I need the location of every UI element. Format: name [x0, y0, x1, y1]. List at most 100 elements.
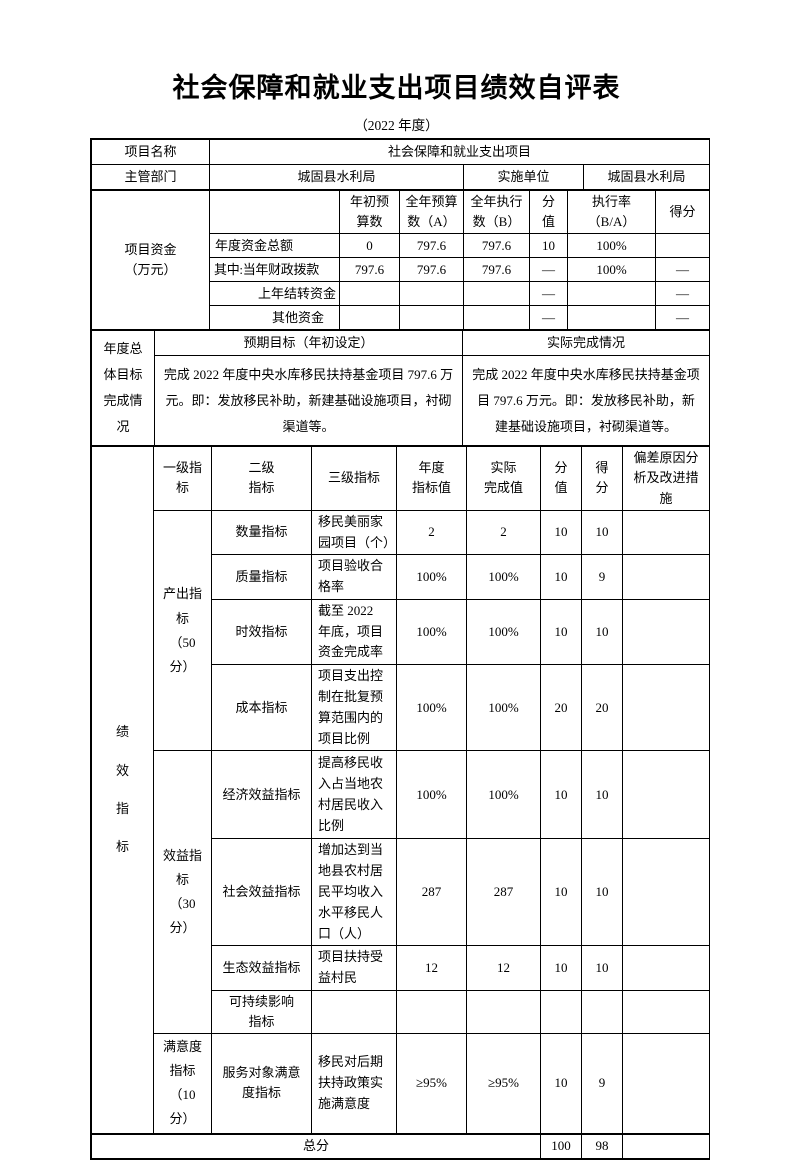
indicator-actual-cell: 2 — [466, 509, 541, 556]
indicator-actual-cell: 100% — [466, 750, 541, 840]
indicator-score-cell: 10 — [581, 945, 623, 992]
fund-cell-score — [655, 233, 710, 259]
table-row: 项目名称 社会保障和就业支出项目 — [91, 139, 711, 165]
annual-goal-section-label-cell: 年度总体目标完成情况 — [91, 330, 155, 447]
indicator-level2-cell: 生态效益指标 — [211, 945, 312, 992]
indicators-section-label-cell: 绩效指标 — [91, 446, 154, 1134]
funds-empty-header-cell — [209, 189, 340, 235]
fund-cell-executed — [463, 305, 530, 331]
fund-cell-executed: 797.6 — [463, 233, 530, 259]
actual-result-header-cell: 实际完成情况 — [462, 330, 710, 357]
group-label-satisfaction: 满意度 指标 （10 分） — [153, 1033, 212, 1134]
total-label-cell: 总分 — [91, 1133, 541, 1159]
indicator-level2-cell: 经济效益指标 — [211, 750, 312, 840]
header-actual: 实际 完成值 — [466, 446, 541, 511]
indicator-points-cell: 10 — [540, 1033, 582, 1134]
fund-cell-rate — [567, 305, 656, 331]
indicator-points-cell: 10 — [540, 945, 582, 992]
fund-cell-initial — [339, 281, 400, 307]
table-row: 满意度 指标 （10 分） 服务对象满意 度指标 移民对后期 扶持政策实 施满意… — [92, 1033, 710, 1134]
indicator-level2-cell: 可持续影响 指标 — [211, 990, 312, 1035]
fund-cell-initial: 797.6 — [339, 257, 400, 283]
table-row: 生态效益指标 项目扶持受 益村民 12 12 10 10 — [92, 945, 710, 992]
indicator-score-cell: 20 — [581, 664, 623, 752]
funds-header-budget: 全年预算 数（A） — [399, 189, 464, 235]
indicator-level3-cell: 提高移民收 入占当地农 村居民收入 比例 — [311, 750, 397, 840]
indicator-level2-cell: 服务对象满意 度指标 — [211, 1033, 312, 1134]
indicator-level3-cell: 截至 2022 年底，项目 资金完成率 — [311, 598, 397, 666]
indicator-level3-cell: 增加达到当 地县农村居 民平均收入 水平移民人 口（人） — [311, 838, 397, 947]
indicator-points-cell: 10 — [540, 509, 582, 556]
table-row: 总分 100 98 — [91, 1133, 710, 1159]
impl-unit-value-cell: 城固县水利局 — [582, 164, 711, 190]
fund-cell-initial — [339, 305, 400, 331]
document-title: 社会保障和就业支出项目绩效自评表 — [172, 73, 621, 103]
indicator-score-cell — [581, 990, 623, 1035]
fund-cell-initial: 0 — [339, 233, 400, 259]
total-points-cell: 100 — [540, 1133, 582, 1159]
indicator-deviation-cell — [622, 509, 710, 556]
evaluation-table: 项目名称 社会保障和就业支出项目 主管部门 城固县水利局 实施单位 城固县水利局… — [90, 138, 711, 1160]
indicator-level2-cell: 成本指标 — [211, 664, 312, 752]
actual-result-text-cell: 完成 2022 年度中央水库移民扶持基金项目 797.6 万元。即：发放移民补助… — [462, 355, 710, 447]
indicator-actual-cell: 287 — [466, 838, 541, 947]
indicator-level2-cell: 数量指标 — [211, 509, 312, 556]
indicator-deviation-cell — [622, 1033, 710, 1134]
indicator-target-cell: 100% — [396, 664, 467, 752]
dept-value-cell: 城固县水利局 — [209, 164, 464, 190]
total-score-cell: 98 — [581, 1133, 623, 1159]
indicators-table: 绩效指标 一级指 标 二级 指标 三级指标 年度 指标值 实际 完成值 分 值 … — [91, 446, 710, 1134]
indicator-points-cell: 10 — [540, 838, 582, 947]
fund-cell-executed: 797.6 — [463, 257, 530, 283]
indicator-deviation-cell — [622, 664, 710, 752]
fund-cell-points: — — [529, 257, 568, 283]
table-row: 成本指标 项目支出控 制在批复预 算范围内的 项目比例 100% 100% 20… — [92, 664, 710, 752]
indicator-score-cell: 10 — [581, 838, 623, 947]
fund-cell-points: — — [529, 281, 568, 307]
document-subtitle: （2022 年度） — [354, 118, 439, 133]
impl-unit-label-cell: 实施单位 — [463, 164, 584, 190]
header-target: 年度 指标值 — [396, 446, 467, 511]
indicator-points-cell: 10 — [540, 750, 582, 840]
header-score: 得 分 — [581, 446, 623, 511]
group-label-benefit: 效益指 标 （30 分） — [153, 750, 212, 1035]
indicator-target-cell: 287 — [396, 838, 467, 947]
table-row: 年度资金总额 0 797.6 797.6 10 100% — [92, 233, 710, 259]
indicator-points-cell: 10 — [540, 598, 582, 666]
indicator-actual-cell: 100% — [466, 664, 541, 752]
table-row: 质量指标 项目验收合 格率 100% 100% 10 9 — [92, 554, 710, 600]
basic-info-table: 项目名称 社会保障和就业支出项目 主管部门 城固县水利局 实施单位 城固县水利局 — [91, 139, 711, 190]
indicator-target-cell: 2 — [396, 509, 467, 556]
fund-row-label: 其他资金 — [209, 305, 340, 331]
table-row: 其他资金 — — — [92, 305, 710, 331]
indicator-deviation-cell — [622, 990, 710, 1035]
funds-header-executed: 全年执行 数（B） — [463, 189, 530, 235]
indicator-actual-cell: 100% — [466, 554, 541, 600]
table-row: 主管部门 城固县水利局 实施单位 城固县水利局 — [91, 164, 711, 190]
table-row: 社会效益指标 增加达到当 地县农村居 民平均收入 水平移民人 口（人） 287 … — [92, 838, 710, 947]
table-row: 年度总体目标完成情况 预期目标（年初设定） 实际完成情况 — [91, 330, 710, 447]
indicator-points-cell — [540, 990, 582, 1035]
fund-cell-executed — [463, 281, 530, 307]
indicator-target-cell: 12 — [396, 945, 467, 992]
indicator-score-cell: 10 — [581, 598, 623, 666]
fund-cell-rate: 100% — [567, 257, 656, 283]
indicator-level3-cell: 项目扶持受 益村民 — [311, 945, 397, 992]
indicator-level3-cell: 项目支出控 制在批复预 算范围内的 项目比例 — [311, 664, 397, 752]
indicator-score-cell: 9 — [581, 554, 623, 600]
table-row: 上年结转资金 — — — [92, 281, 710, 307]
group-label-output: 产出指 标 （50 分） — [153, 509, 212, 752]
fund-row-label: 其中:当年财政拨款 — [209, 257, 340, 283]
indicator-deviation-cell — [622, 945, 710, 992]
funds-table: 项目资金 （万元） 年初预 算数 全年预算 数（A） 全年执行 数（B） 分 值… — [91, 189, 710, 331]
indicator-points-cell: 20 — [540, 664, 582, 752]
indicator-score-cell: 10 — [581, 509, 623, 556]
table-row: 效益指 标 （30 分） 经济效益指标 提高移民收 入占当地农 村居民收入 比例… — [92, 750, 710, 1035]
funds-header-score: 得分 — [655, 189, 710, 235]
indicator-level3-cell: 移民对后期 扶持政策实 施满意度 — [311, 1033, 397, 1134]
table-row: 绩效指标 一级指 标 二级 指标 三级指标 年度 指标值 实际 完成值 分 值 … — [91, 446, 710, 1134]
fund-cell-rate: 100% — [567, 233, 656, 259]
indicator-score-cell: 10 — [581, 750, 623, 840]
project-name-value-cell: 社会保障和就业支出项目 — [208, 139, 711, 165]
table-row: 产出指 标 （50 分） 数量指标 移民美丽家 园项目（个） 2 2 10 10 — [92, 509, 710, 752]
